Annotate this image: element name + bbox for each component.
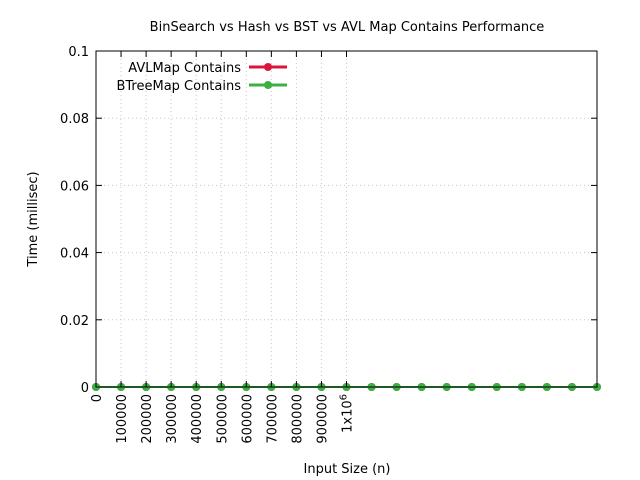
x-tick-label: 700000: [265, 394, 280, 444]
y-tick-label: 0.06: [60, 179, 89, 194]
x-tick-label: 1x106: [339, 394, 356, 433]
legend-swatch-point-1: [264, 81, 272, 89]
y-tick-label: 0.1: [68, 45, 89, 60]
x-tick-label: 100000: [115, 394, 130, 444]
x-tick-label: 0: [90, 394, 105, 402]
legend-label-1: BTreeMap Contains: [116, 79, 241, 94]
legend-swatch-point-0: [264, 63, 272, 71]
y-tick-label: 0.08: [60, 112, 89, 127]
x-tick-label: 600000: [240, 394, 255, 444]
legend-label-0: AVLMap Contains: [128, 61, 241, 76]
x-tick-label: 900000: [315, 394, 330, 444]
axis-ticks: 0 0.02 0.04 0.06 0.08 0.1 0 100000 200000 300000 4…: [60, 45, 597, 444]
grid-lines: [96, 51, 597, 387]
chart-title: BinSearch vs Hash vs BST vs AVL Map Cont…: [150, 20, 545, 35]
x-tick-label: 500000: [215, 394, 230, 444]
y-tick-label: 0: [81, 381, 89, 396]
legend: AVLMap Contains BTreeMap Contains: [116, 61, 287, 94]
y-tick-label: 0.04: [60, 247, 89, 262]
x-tick-label: 800000: [290, 394, 305, 444]
x-tick-label: 200000: [140, 394, 155, 444]
y-axis-label: Time (millisec): [26, 171, 41, 267]
x-tick-label: 400000: [190, 394, 205, 444]
x-axis-label: Input Size (n): [304, 462, 391, 477]
y-tick-label: 0.02: [60, 314, 89, 329]
x-tick-label: 300000: [165, 394, 180, 444]
